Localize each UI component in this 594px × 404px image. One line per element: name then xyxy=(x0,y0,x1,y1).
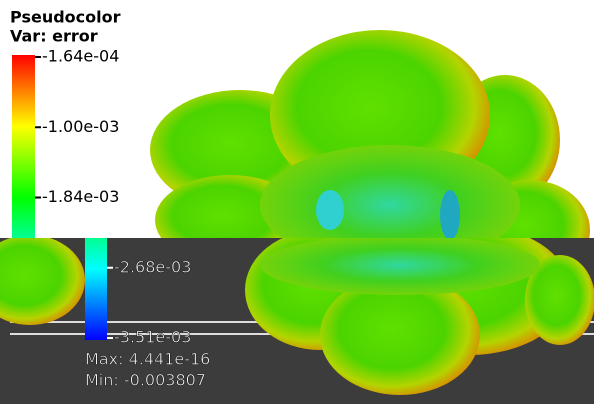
legend-min: Min: -0.003807 xyxy=(85,371,206,390)
legend-title: Pseudocolor xyxy=(10,8,121,27)
legend-tick-label: -1.64e-04 xyxy=(42,47,119,66)
colorbar xyxy=(12,55,35,238)
legend-variable: Var: error xyxy=(10,27,98,46)
legend-max: Max: 4.441e-16 xyxy=(85,350,210,369)
color-legend: -1.64e-04 -1.00e-03 -1.84e-03 -2.68e-03 -3.5… xyxy=(12,47,192,347)
surface-top xyxy=(150,30,590,238)
surface-bottom xyxy=(0,238,594,395)
legend-tick-label: -2.68e-03 xyxy=(114,257,191,276)
legend-tick-label: -1.00e-03 xyxy=(42,117,119,136)
legend-tick-label: -3.51e-03 xyxy=(114,328,191,347)
colorbar xyxy=(85,238,107,340)
legend-tick-label: -1.84e-03 xyxy=(42,187,119,206)
